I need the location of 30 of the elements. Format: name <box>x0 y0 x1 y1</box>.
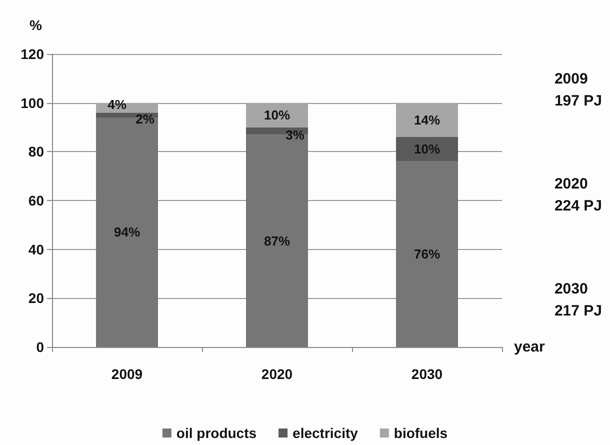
x-tick-label: 2030 <box>411 366 443 382</box>
bar <box>246 102 308 128</box>
text: 2009 197 PJ <box>554 70 602 110</box>
data-label: 14% <box>414 112 440 128</box>
bar <box>396 102 458 138</box>
bar <box>396 161 458 347</box>
y-tick-label: 120 <box>20 46 44 62</box>
data-label: 76% <box>414 246 440 262</box>
data-label: 10% <box>414 142 440 157</box>
data-label: 94% <box>114 224 140 240</box>
data-label: 10% <box>264 108 290 123</box>
data-label: 87% <box>264 233 290 248</box>
y-tick-label: 100 <box>20 94 44 111</box>
y-tick-label: 20 <box>28 290 44 306</box>
y-tick-label: 80 <box>28 144 44 160</box>
data-label: 2% <box>136 112 155 127</box>
y-tick-label: 40 <box>28 241 44 258</box>
y-tick-label: 60 <box>28 192 44 208</box>
text: 2030 217 PJ <box>554 280 602 320</box>
y-axis-title: % <box>30 17 43 33</box>
legend-label: oil products <box>176 425 257 441</box>
x-tick-label: 2020 <box>261 366 293 382</box>
data-label: 3% <box>286 127 305 142</box>
x-tick-label: 2009 <box>111 366 143 382</box>
legend-label: electricity <box>292 425 358 441</box>
text: 2020 224 PJ <box>554 176 602 214</box>
bar <box>396 137 458 162</box>
legend-label: biofuels <box>394 425 448 441</box>
y-tick-label: 0 <box>36 339 44 355</box>
x-axis-title: year <box>514 338 546 356</box>
